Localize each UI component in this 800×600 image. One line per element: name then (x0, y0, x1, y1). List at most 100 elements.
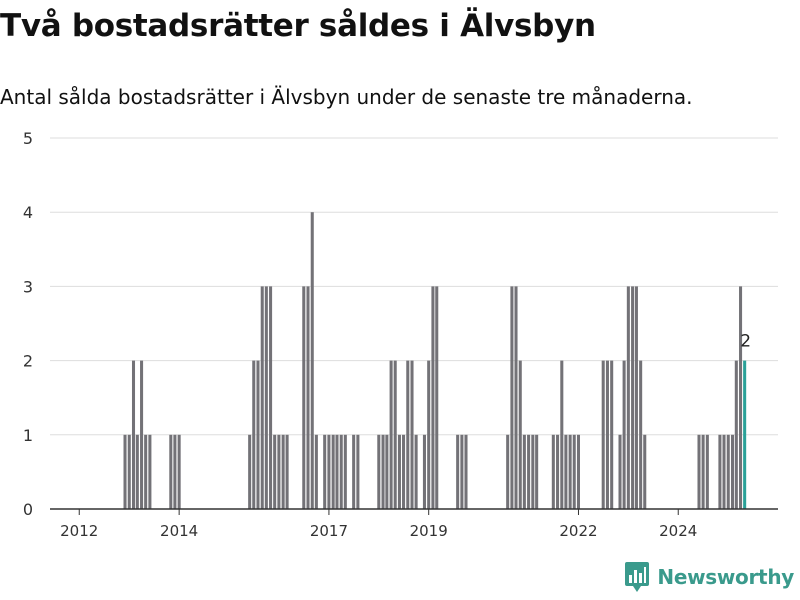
y-tick-label: 2 (23, 352, 33, 371)
y-tick-label: 3 (23, 277, 33, 296)
y-tick-label: 1 (23, 426, 33, 445)
bar (339, 434, 343, 509)
bar (248, 434, 252, 509)
bar (314, 434, 318, 509)
bar (634, 286, 638, 509)
bar (551, 434, 555, 509)
bar (460, 434, 464, 509)
bar (605, 360, 609, 509)
bar (518, 360, 522, 509)
x-tick-label: 2017 (310, 522, 348, 540)
bar (730, 434, 735, 509)
bar (177, 434, 181, 509)
bar (397, 434, 401, 509)
bar (377, 434, 381, 509)
bar (556, 434, 560, 509)
data-label: 2 (740, 332, 751, 352)
bar (643, 434, 647, 509)
bar (531, 434, 535, 509)
bar-latest (743, 360, 747, 509)
y-tick-label: 0 (23, 500, 33, 519)
bar (631, 286, 635, 509)
bar (131, 360, 136, 509)
bar (510, 286, 514, 509)
bar (622, 360, 626, 509)
bar (705, 434, 709, 509)
bar (514, 286, 518, 509)
bar (123, 434, 127, 509)
bar (406, 360, 410, 509)
bar (618, 434, 622, 509)
bar (356, 434, 360, 509)
bar (281, 434, 285, 509)
bar (456, 434, 460, 509)
bar (402, 434, 406, 509)
bar (435, 286, 439, 509)
x-tick-label: 2024 (659, 522, 697, 540)
bar (310, 212, 314, 509)
bar (564, 434, 568, 509)
bar (639, 360, 643, 509)
bar (527, 434, 531, 509)
bar (306, 286, 310, 509)
bar (535, 434, 539, 509)
bar (431, 286, 435, 509)
y-tick-label: 5 (23, 129, 33, 148)
y-tick-label: 4 (23, 203, 33, 222)
bar (389, 360, 393, 509)
bar (701, 434, 705, 509)
bar (697, 434, 701, 509)
page-title: Två bostadsrätter såldes i Älvsbyn (0, 8, 596, 44)
bar (256, 360, 260, 509)
bar (173, 434, 177, 509)
axes (50, 508, 778, 515)
bar (277, 434, 281, 509)
bar (410, 360, 414, 509)
bar (352, 434, 356, 509)
bar (464, 434, 468, 509)
bar (264, 286, 268, 509)
bar (285, 434, 289, 509)
bar (506, 434, 510, 509)
bar (269, 286, 273, 509)
x-tick-label: 2019 (410, 522, 448, 540)
bar (140, 360, 144, 509)
bars (123, 212, 747, 509)
bar (148, 434, 152, 509)
bar (734, 360, 738, 509)
bar (169, 434, 173, 509)
bar (144, 434, 148, 509)
bar (610, 360, 614, 509)
bar (327, 434, 331, 509)
bar (718, 434, 722, 509)
bar (335, 434, 339, 509)
x-tick-label: 2012 (60, 522, 98, 540)
page-subtitle: Antal sålda bostadsrätter i Älvsbyn unde… (0, 85, 693, 109)
bar (576, 434, 580, 509)
bar (739, 286, 743, 509)
bar (302, 286, 306, 509)
bar (343, 434, 347, 509)
bar-chart-bubble-icon (625, 562, 650, 592)
bar (560, 360, 564, 509)
grid-lines (50, 137, 778, 436)
x-tick-label: 2022 (559, 522, 597, 540)
labels: 0 1 2 3 4 5 2 2012 2014 2017 2019 2022 2024 (23, 129, 751, 540)
brand-name: Newsworthy (657, 565, 794, 589)
bar (422, 434, 426, 509)
bar (252, 360, 256, 509)
bar (568, 434, 572, 509)
bar (260, 286, 264, 509)
bar (427, 360, 431, 509)
bar (331, 434, 335, 509)
x-tick-label: 2014 (160, 522, 198, 540)
bar (381, 434, 385, 509)
bar (393, 360, 397, 509)
bar (385, 434, 389, 509)
bar (626, 286, 630, 509)
bar (601, 360, 605, 509)
bar (127, 434, 131, 509)
bar (414, 434, 418, 509)
bar (522, 434, 526, 509)
